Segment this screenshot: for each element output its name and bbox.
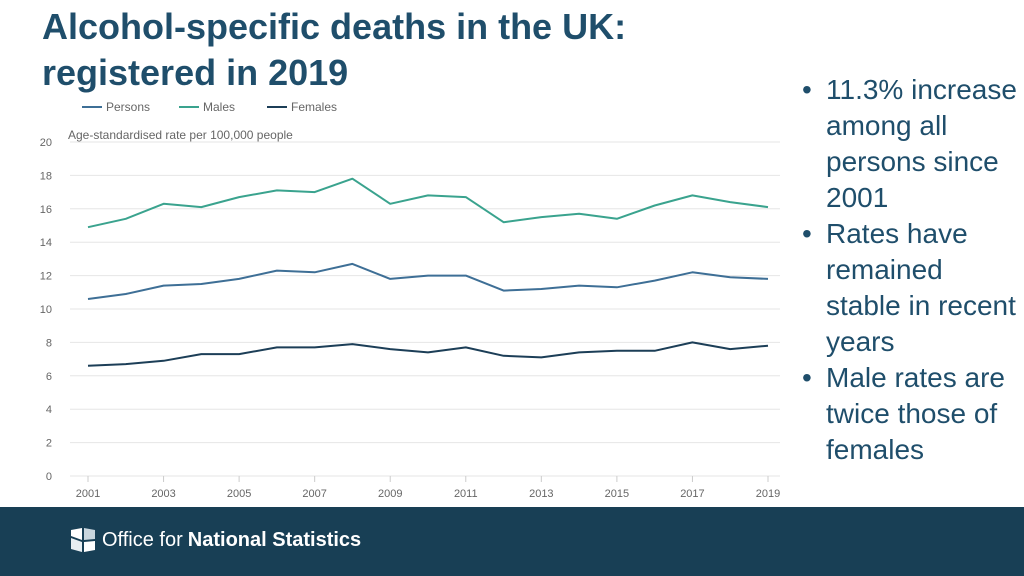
bullet-dot-icon: •: [802, 218, 812, 249]
logo-text-bold: National Statistics: [187, 528, 362, 551]
x-tick-label: 2005: [227, 488, 251, 500]
y-tick-label: 16: [40, 204, 52, 216]
legend-label: Males: [203, 100, 235, 114]
y-tick-label: 4: [46, 404, 52, 416]
footer-bar: Office for National Statistics: [0, 507, 1024, 576]
key-point: • 11.3% increase among all persons since …: [800, 72, 1024, 216]
slide-title-line-2: registered in 2019: [42, 52, 349, 93]
y-tick-label: 6: [46, 371, 52, 383]
legend-label: Persons: [106, 100, 150, 114]
ons-logo: Office for National Statistics: [70, 527, 361, 553]
series-line-males: [87, 177, 769, 229]
key-point: • Rates have remained stable in recent ye…: [800, 216, 1024, 360]
key-points-list: • 11.3% increase among all persons since …: [800, 72, 1024, 468]
y-tick-label: 20: [40, 137, 52, 149]
key-point-text: Rates have remained stable in recent yea…: [826, 218, 1016, 357]
key-point: • Male rates are twice those of females: [800, 360, 1024, 468]
y-axis-title: Age-standardised rate per 100,000 people: [68, 128, 293, 142]
y-tick-label: 0: [46, 471, 52, 483]
bullet-dot-icon: •: [802, 74, 812, 105]
legend-label: Females: [291, 100, 337, 114]
y-tick-label: 8: [46, 337, 52, 349]
x-tick-label: 2009: [378, 488, 402, 500]
x-tick-label: 2017: [680, 488, 704, 500]
ons-mark-icon: [71, 528, 95, 552]
y-tick-label: 10: [40, 304, 52, 316]
slide-title: Alcohol-specific deaths in the UK: regis…: [42, 4, 782, 96]
y-tick-label: 2: [46, 438, 52, 450]
key-point-text: 11.3% increase among all persons since 2…: [826, 74, 1017, 213]
line-chart: 0 2 4 6 8 10 12 14 16 18 20 2001 2003 2005 2007 2009 201…: [40, 100, 780, 500]
x-tick-label: 2003: [151, 488, 175, 500]
y-tick-label: 14: [40, 237, 52, 249]
bullet-dot-icon: •: [802, 362, 812, 393]
logo-text-light: Office for: [102, 528, 183, 551]
x-tick-label: 2001: [76, 488, 100, 500]
series-line-persons: [87, 262, 769, 300]
x-tick-label: 2019: [756, 488, 780, 500]
key-point-text: Male rates are twice those of females: [826, 362, 1005, 465]
x-tick-label: 2013: [529, 488, 553, 500]
slide-title-line-1: Alcohol-specific deaths in the UK:: [42, 6, 627, 47]
x-tick-label: 2015: [605, 488, 629, 500]
y-tick-label: 18: [40, 170, 52, 182]
x-tick-label: 2011: [454, 488, 478, 500]
y-tick-label: 12: [40, 271, 52, 283]
x-tick-label: 2007: [302, 488, 326, 500]
series-line-females: [87, 341, 769, 367]
